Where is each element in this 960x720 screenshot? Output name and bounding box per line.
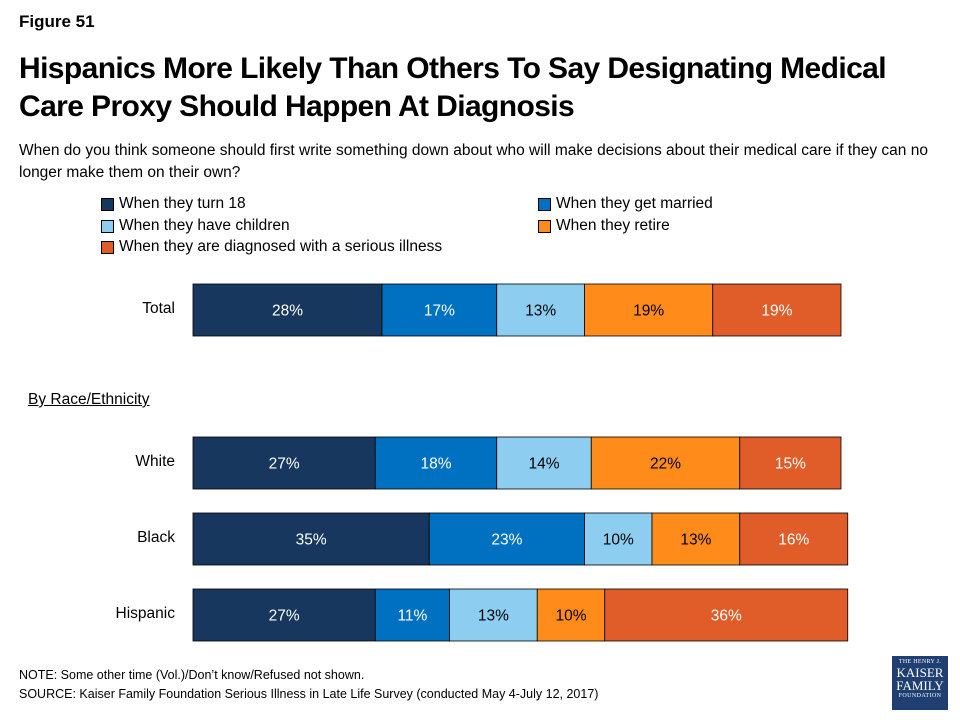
- legend-label: When they are diagnosed with a serious i…: [119, 238, 443, 255]
- row-label-total: Total: [142, 300, 175, 317]
- bar-segment: [192, 283, 383, 337]
- bar-segment: [651, 512, 741, 566]
- data-label: 22%: [650, 456, 681, 473]
- logo-line: FAMILY: [896, 678, 944, 693]
- bar-segment: [604, 588, 849, 642]
- source-text: SOURCE: Kaiser Family Foundation Serious…: [19, 687, 599, 701]
- bar-segment: [584, 512, 653, 566]
- data-label: 28%: [272, 303, 303, 320]
- legend-swatch: [101, 240, 114, 254]
- legend-label: When they get married: [556, 195, 713, 212]
- data-label: 18%: [420, 456, 451, 473]
- data-label: 19%: [761, 303, 792, 320]
- data-label: 35%: [296, 532, 327, 549]
- chart-subtitle: When do you think someone should first w…: [19, 142, 928, 181]
- bar-segment: [428, 512, 585, 566]
- data-label: 23%: [491, 532, 522, 549]
- bar-segment: [374, 436, 498, 490]
- bar-segment: [192, 436, 376, 490]
- chart-title: Hispanics More Likely Than Others To Say…: [19, 52, 887, 123]
- row-label-white: White: [135, 453, 175, 470]
- data-label: 11%: [397, 608, 427, 625]
- bar-segment: [536, 588, 606, 642]
- data-label: 36%: [711, 608, 742, 625]
- legend-label: When they turn 18: [119, 195, 246, 212]
- bar-segment: [496, 436, 592, 490]
- data-label: 27%: [269, 456, 300, 473]
- kff-logo: THE HENRY J. KAISER FAMILY FOUNDATION: [892, 656, 948, 710]
- legend-label: When they have children: [119, 217, 290, 234]
- data-label: 10%: [555, 608, 586, 625]
- data-label: 19%: [633, 303, 664, 320]
- bar-segment: [374, 588, 450, 642]
- group-label-race-ethnicity: By Race/Ethnicity: [28, 391, 150, 408]
- logo-line: THE HENRY J.: [898, 659, 942, 665]
- bar-segment: [739, 436, 842, 490]
- bar-segment: [449, 588, 538, 642]
- note-text: NOTE: Some other time (Vol.)/Don’t know/…: [19, 668, 365, 682]
- data-label: 27%: [269, 608, 300, 625]
- legend-swatch: [101, 197, 114, 211]
- legend-swatch: [101, 219, 114, 233]
- legend-item-diagnosed: When they are diagnosed with a serious i…: [101, 237, 442, 257]
- data-label: 13%: [525, 303, 556, 320]
- data-label: 14%: [528, 456, 559, 473]
- data-label: 13%: [680, 532, 711, 549]
- bar-segment: [712, 283, 842, 337]
- legend-label: When they retire: [556, 217, 670, 234]
- legend-item-married: When they get married: [538, 194, 713, 214]
- legend-item-turn-18: When they turn 18: [101, 194, 246, 214]
- legend-item-retire: When they retire: [538, 216, 670, 236]
- bar-segment: [590, 436, 741, 490]
- data-label: 15%: [775, 456, 806, 473]
- data-label: 10%: [603, 532, 634, 549]
- bar-segment: [496, 283, 585, 337]
- bar-segment: [192, 588, 376, 642]
- bar-segment: [584, 283, 714, 337]
- figure-label: Figure 51: [19, 12, 95, 31]
- bar-segment: [192, 512, 430, 566]
- logo-line: KAISER: [896, 665, 944, 680]
- data-label: 17%: [424, 303, 455, 320]
- data-label: 13%: [478, 608, 509, 625]
- legend-item-children: When they have children: [101, 216, 290, 236]
- legend-swatch: [538, 219, 551, 233]
- data-label: 16%: [778, 532, 809, 549]
- row-label-hispanic: Hispanic: [115, 605, 175, 622]
- bar-segment: [739, 512, 849, 566]
- legend-swatch: [538, 197, 551, 211]
- logo-line: FOUNDATION: [898, 693, 942, 699]
- row-label-black: Black: [137, 529, 175, 546]
